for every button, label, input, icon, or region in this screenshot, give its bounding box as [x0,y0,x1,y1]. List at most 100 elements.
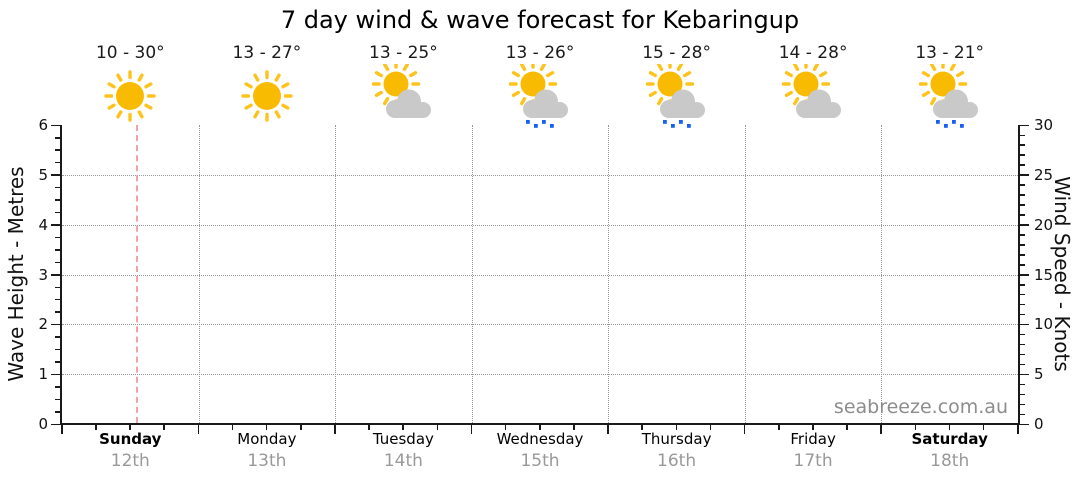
left-axis-tick-label: 6 [38,116,48,134]
x-axis-minor-tick [231,425,234,430]
left-axis-minor-tick [55,137,60,139]
date-label: 18th [930,451,970,471]
right-axis-minor-tick [1020,313,1025,316]
right-axis-minor-tick [1020,293,1025,296]
grid-line-vertical [198,125,200,423]
temp-range-label: 13 - 25° [369,43,438,63]
right-axis-major-tick [1020,323,1029,326]
grid-line-vertical [744,125,746,423]
date-label: 14th [383,451,423,471]
left-axis-minor-tick [55,411,60,413]
x-axis-major-tick [61,425,63,434]
temp-range-label: 15 - 28° [642,43,711,63]
grid-line-vertical [608,125,610,423]
right-axis-tick-label: 15 [1034,265,1054,284]
right-axis-minor-tick [1020,403,1025,406]
grid-line-horizontal [62,274,1018,276]
x-axis-minor-tick [539,425,541,430]
left-axis-minor-tick [55,348,60,351]
right-axis-minor-tick [1020,154,1025,156]
right-axis-minor-tick [1020,214,1025,216]
day-label: Friday [790,430,836,448]
partly-cloudy-icon [779,59,847,128]
right-axis-minor-tick [1020,383,1025,386]
x-axis-minor-tick [948,425,951,430]
left-axis-tick-label: 5 [38,165,48,184]
day-label: Monday [237,430,297,448]
partly-cloudy-rain-icon [506,59,574,128]
x-axis-minor-tick [675,425,678,430]
left-axis-minor-tick [55,336,60,338]
right-axis-tick-label: 30 [1034,116,1054,134]
date-label: 17th [793,451,833,471]
right-axis-minor-tick [1020,184,1025,186]
x-axis-minor-tick [368,425,370,430]
x-axis-minor-tick [300,425,302,430]
left-axis-major-tick [51,323,60,326]
right-axis-minor-tick [1020,303,1025,306]
right-axis-minor-tick [1020,264,1025,266]
right-axis-minor-tick [1020,363,1025,366]
x-axis-minor-tick [129,425,131,430]
grid-line-vertical [881,125,883,423]
temp-range-label: 14 - 28° [778,43,848,63]
left-axis-minor-tick [55,398,60,401]
grid-line-vertical [471,125,473,423]
grid-line-horizontal [62,374,1018,376]
right-axis-line [1018,125,1020,424]
temp-range-label: 13 - 21° [915,43,985,63]
left-axis-minor-tick [55,199,60,201]
x-axis-major-tick [880,425,882,434]
right-axis-major-tick [1020,224,1029,226]
x-axis-major-tick [607,425,609,434]
x-axis-major-tick [470,425,473,434]
right-axis-tick-label: 20 [1034,215,1054,234]
left-axis-major-tick [51,423,60,426]
temp-range-label: 13 - 26° [505,43,575,63]
left-axis-minor-tick [55,236,60,239]
right-axis-major-tick [1020,274,1029,276]
x-axis-minor-tick [265,425,268,430]
left-axis-tick-label: 2 [38,315,48,334]
left-axis-minor-tick [55,361,60,363]
left-axis-minor-tick [55,298,60,301]
left-axis-minor-tick [55,311,60,313]
right-axis-minor-tick [1020,164,1025,166]
temp-range-label: 10 - 30° [95,43,165,63]
right-axis-minor-tick [1020,333,1025,336]
x-axis-minor-tick [846,425,848,430]
x-axis-major-tick [334,425,336,434]
left-axis-minor-tick [55,149,60,151]
x-axis-minor-tick [778,425,780,430]
right-axis-minor-tick [1020,393,1025,396]
right-axis-minor-tick [1020,144,1025,146]
x-axis-minor-tick [982,425,985,430]
temp-range-label: 13 - 27° [232,43,302,63]
date-label: 15th [520,451,560,471]
right-axis-major-tick [1020,174,1029,176]
date-label: 12th [110,451,150,471]
x-axis-minor-tick [573,425,575,430]
day-label: Thursday [641,430,712,448]
sunny-icon [96,64,164,128]
bottom-axis-line [60,423,1020,425]
day-label: Sunday [99,430,162,448]
right-axis-major-tick [1020,373,1029,376]
partly-cloudy-icon [369,59,437,128]
left-axis-major-tick [51,124,60,127]
right-axis-tick-label: 25 [1034,165,1054,184]
sunny-icon [233,64,301,128]
right-axis-major-tick [1020,124,1029,127]
left-axis-minor-tick [55,211,60,214]
right-axis-minor-tick [1020,353,1025,356]
left-axis-major-tick [51,224,60,226]
right-axis-minor-tick [1020,194,1025,196]
right-axis-tick-label: 5 [1034,365,1044,384]
x-axis-minor-tick [163,425,165,430]
right-axis-minor-tick [1020,284,1025,286]
current-time-line [135,125,138,423]
right-axis-tick-label: 0 [1034,415,1044,433]
left-axis-line [60,125,62,424]
